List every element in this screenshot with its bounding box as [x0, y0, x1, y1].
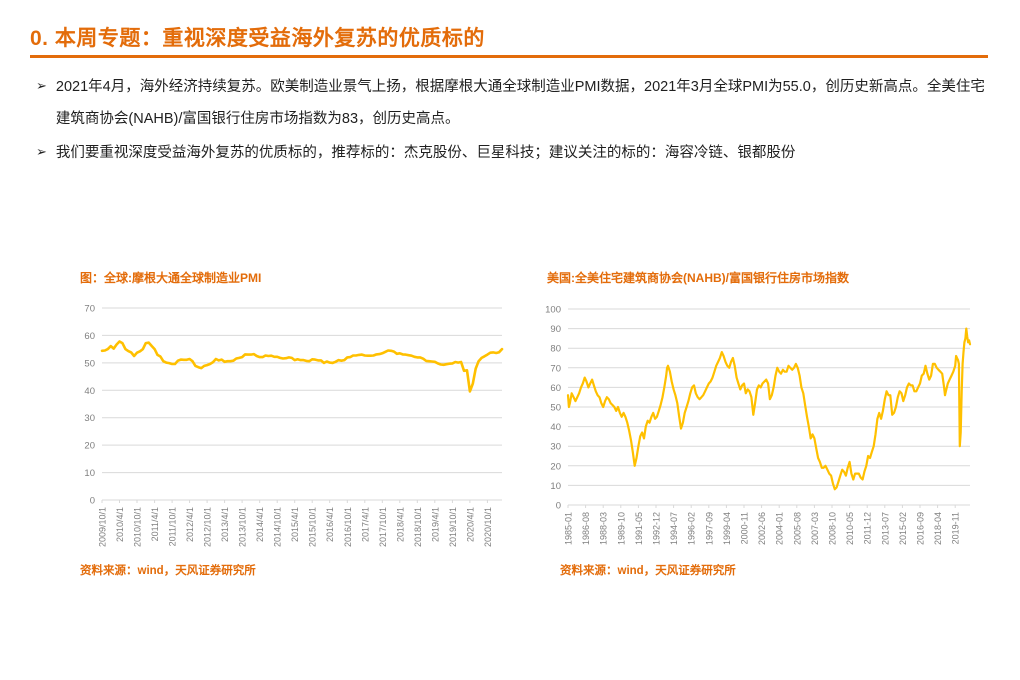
svg-text:2016-09: 2016-09 [916, 512, 926, 545]
svg-text:2009/10/1: 2009/10/1 [98, 507, 108, 547]
svg-text:20: 20 [84, 441, 95, 452]
svg-text:2020/4/1: 2020/4/1 [465, 507, 475, 542]
svg-text:2011/4/1: 2011/4/1 [150, 507, 160, 541]
svg-text:1997-09: 1997-09 [704, 512, 714, 545]
svg-text:1992-12: 1992-12 [652, 512, 662, 545]
svg-text:2018/10/1: 2018/10/1 [413, 507, 423, 547]
svg-text:2017/10/1: 2017/10/1 [378, 507, 388, 547]
svg-text:2011-12: 2011-12 [863, 512, 873, 544]
svg-text:2013/10/1: 2013/10/1 [238, 507, 248, 547]
svg-text:2002-06: 2002-06 [757, 512, 767, 545]
chart-figure-global-pmi: 图：全球:摩根大通全球制造业PMI 0 10 20 30 40 50 60 70 2009/10… [72, 269, 542, 581]
svg-text:30: 30 [84, 413, 95, 424]
svg-text:50: 50 [550, 403, 561, 414]
bullet-list: ➢ 2021年4月，海外经济持续复苏。欧美制造业景气上扬，根据摩根大通全球制造业… [36, 70, 988, 170]
svg-text:2004-01: 2004-01 [775, 512, 785, 545]
svg-text:2010/4/1: 2010/4/1 [115, 507, 125, 542]
svg-text:70: 70 [84, 304, 95, 315]
svg-text:1989-10: 1989-10 [616, 512, 626, 545]
svg-text:50: 50 [84, 358, 95, 369]
svg-text:2015/4/1: 2015/4/1 [290, 507, 300, 542]
svg-text:60: 60 [550, 383, 561, 394]
nahb-index-line-chart: 0 10 20 30 40 50 60 70 80 90 100 1985-01 1986-08 1988… [545, 305, 972, 545]
svg-text:2020/10/1: 2020/10/1 [483, 507, 493, 547]
bullet-arrow-icon: ➢ [36, 78, 47, 93]
svg-text:90: 90 [550, 324, 561, 335]
svg-text:60: 60 [84, 331, 95, 342]
svg-text:2010/10/1: 2010/10/1 [133, 507, 143, 547]
svg-text:2005-08: 2005-08 [792, 512, 802, 545]
chart-title-nahb-index: 美国:全美住宅建筑商协会(NAHB)/富国银行住房市场指数 [547, 271, 849, 285]
svg-text:0: 0 [556, 501, 561, 512]
svg-text:30: 30 [550, 442, 561, 453]
svg-text:2015-02: 2015-02 [898, 512, 908, 545]
svg-text:100: 100 [545, 305, 561, 316]
svg-text:2019/4/1: 2019/4/1 [430, 507, 440, 542]
svg-text:2012/10/1: 2012/10/1 [203, 507, 213, 547]
svg-text:20: 20 [550, 461, 561, 472]
svg-text:2011/10/1: 2011/10/1 [168, 507, 178, 546]
bullet-text-1: 2021年4月，海外经济持续复苏。欧美制造业景气上扬，根据摩根大通全球制造业PM… [55, 79, 985, 127]
chart-title-global-pmi: 图：全球:摩根大通全球制造业PMI [80, 271, 262, 285]
svg-text:2018/4/1: 2018/4/1 [395, 507, 405, 542]
svg-text:2014/4/1: 2014/4/1 [255, 507, 265, 542]
svg-text:2013-07: 2013-07 [880, 512, 890, 545]
svg-text:2007-03: 2007-03 [810, 512, 820, 545]
svg-text:2019/10/1: 2019/10/1 [448, 507, 458, 547]
svg-text:40: 40 [550, 422, 561, 433]
svg-text:2018-04: 2018-04 [933, 512, 943, 545]
svg-text:10: 10 [84, 468, 95, 479]
svg-text:1996-02: 1996-02 [687, 512, 697, 545]
svg-text:80: 80 [550, 344, 561, 355]
svg-text:2017/4/1: 2017/4/1 [360, 507, 370, 542]
svg-text:2012/4/1: 2012/4/1 [185, 507, 195, 542]
svg-text:1999-04: 1999-04 [722, 512, 732, 545]
chart-source-left: 资料来源：wind，天风证券研究所 [80, 565, 256, 577]
svg-text:2008-10: 2008-10 [828, 512, 838, 545]
svg-text:2016/4/1: 2016/4/1 [325, 507, 335, 542]
svg-text:1994-07: 1994-07 [669, 512, 679, 545]
chart-figure-nahb-index: 美国:全美住宅建筑商协会(NAHB)/富国银行住房市场指数 0 10 20 30 40 5… [545, 269, 1015, 581]
title-underline [30, 55, 988, 58]
svg-text:0: 0 [90, 496, 95, 507]
svg-text:2015/10/1: 2015/10/1 [308, 507, 318, 547]
bullet-arrow-icon: ➢ [36, 143, 47, 159]
bullet-text-2: 我们要重视深度受益海外复苏的优质标的，推荐标的：杰克股份、巨星科技；建议关注的标… [55, 144, 796, 161]
svg-text:1985-01: 1985-01 [564, 512, 574, 545]
bullet-item-2: ➢ 我们要重视深度受益海外复苏的优质标的，推荐标的：杰克股份、巨星科技；建议关注… [36, 138, 988, 170]
global-pmi-line-chart: 0 10 20 30 40 50 60 70 2009/10/1 2010/4/1 2010/10/… [84, 304, 504, 547]
svg-text:2000-11: 2000-11 [740, 512, 750, 544]
svg-text:70: 70 [550, 363, 561, 374]
chart-source-right: 资料来源：wind，天风证券研究所 [560, 565, 736, 577]
svg-text:1988-03: 1988-03 [599, 512, 609, 545]
page-title: 0. 本周专题：重视深度受益海外复苏的优质标的 [30, 27, 485, 50]
bullet-item-1: ➢ 2021年4月，海外经济持续复苏。欧美制造业景气上扬，根据摩根大通全球制造业… [36, 72, 988, 136]
svg-text:2010-05: 2010-05 [845, 512, 855, 545]
svg-text:1991-05: 1991-05 [634, 512, 644, 545]
svg-text:2016/10/1: 2016/10/1 [343, 507, 353, 547]
svg-text:10: 10 [550, 481, 561, 492]
svg-text:1986-08: 1986-08 [581, 512, 591, 545]
svg-text:2019-11: 2019-11 [951, 512, 961, 544]
svg-text:2014/10/1: 2014/10/1 [273, 507, 283, 547]
svg-text:40: 40 [84, 386, 95, 397]
svg-text:2013/4/1: 2013/4/1 [220, 507, 230, 542]
